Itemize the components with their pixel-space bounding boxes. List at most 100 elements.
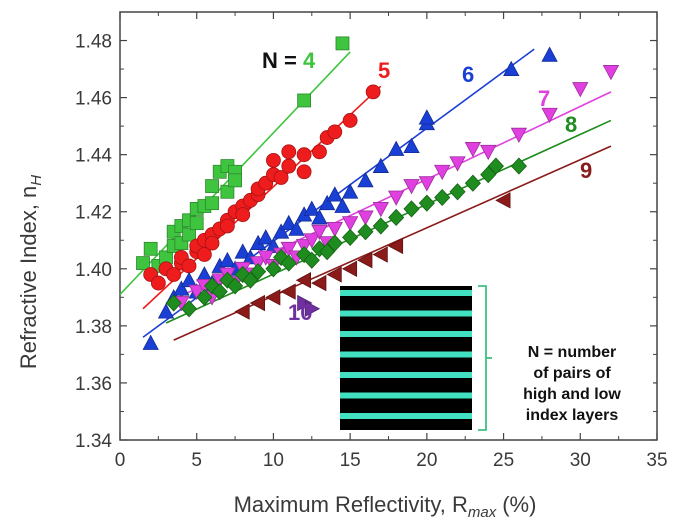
layer-stripe-2 [340,331,472,337]
y-tick-label-0: 1.34 [75,431,112,452]
point-series-2-1 [157,303,175,319]
point-series-3-22 [372,201,389,218]
layer-stripe-4 [340,372,472,378]
point-series-5-5 [311,274,327,292]
point-series-5-7 [341,260,358,277]
point-series-1-33 [342,113,358,128]
point-series-5-10 [387,237,404,255]
point-series-1-15 [219,218,235,234]
layer-stripe-0 [340,290,472,296]
x-axis-title: Maximum Reflectivity, Rmax (%) [234,492,537,521]
point-series-0-16 [220,184,235,199]
point-series-3-1 [188,284,205,300]
point-series-0-1 [143,241,158,256]
series-label-0-prefix: N = [262,48,303,73]
point-series-4-20 [372,217,389,235]
point-series-4-27 [480,166,497,184]
series-labels-layer: N = 4 5 6 789 10 [262,48,592,325]
point-series-3-26 [434,164,451,181]
point-series-2-27 [372,157,389,173]
point-series-6-0 [297,294,313,312]
point-series-6-1 [304,300,321,317]
point-series-3-17 [311,224,328,241]
x-tick-label-4: 20 [416,450,437,471]
point-series-3-29 [480,144,497,161]
point-series-5-0 [234,303,250,320]
y-tick-label-6: 1.46 [75,89,112,110]
point-series-1-28 [296,164,312,180]
series-label-6: 10 [288,300,312,325]
point-series-4-14 [303,251,320,269]
series-label-3: 7 [538,86,550,111]
x-axis-title-main: Maximum Reflectivity, R [234,492,468,517]
point-series-4-10 [265,260,282,278]
point-series-2-4 [180,271,198,288]
point-series-3-31 [541,107,558,124]
point-series-0-8 [182,227,196,242]
point-series-5-8 [357,252,373,269]
point-series-3-19 [326,221,343,238]
point-series-3-25 [418,176,436,192]
point-series-2-9 [219,251,236,268]
point-series-3-27 [449,156,466,172]
point-series-4-9 [250,263,267,281]
legend-inset: N = number of pairs of high and low index l… [340,285,653,432]
point-series-2-11 [234,243,251,259]
point-series-1-3 [166,267,182,282]
point-series-4-17 [326,234,343,252]
x-tick-label-5: 25 [493,450,514,471]
x-tick-label-0: 0 [115,450,126,471]
point-series-2-21 [311,209,328,225]
point-series-2-3 [173,280,190,296]
point-series-2-0 [142,334,159,350]
point-series-4-25 [449,183,466,201]
legend-line-3: index layers [526,407,619,424]
series-label-0-number: 4 [303,48,316,73]
point-series-4-22 [403,200,420,218]
point-series-2-33 [541,46,558,62]
y-axis-title-sub: H [28,175,45,186]
point-series-4-6 [227,277,244,295]
point-series-2-22 [318,194,336,211]
legend-line-0: N = number [528,344,616,361]
y-axis-title-main: Refractive Index, n [16,186,41,369]
legend-line-1: of pairs of [533,365,611,382]
point-series-2-24 [334,197,351,213]
point-series-5-4 [295,272,312,289]
point-series-2-31 [418,109,436,125]
point-series-3-13 [280,241,297,258]
layer-stripe-6 [340,413,472,419]
point-series-4-1 [180,300,198,318]
point-series-2-25 [341,183,359,199]
point-series-3-16 [303,233,320,249]
point-series-3-32 [572,82,589,98]
point-series-4-29 [510,157,527,175]
point-series-0-20 [297,93,312,108]
fit-line-series-4 [165,119,612,324]
y-tick-label-7: 1.48 [75,32,112,53]
point-series-1-25 [273,170,289,185]
point-series-2-6 [196,266,213,282]
point-series-1-32 [327,124,343,140]
y-tick-label-5: 1.44 [75,146,112,167]
point-series-0-14 [205,179,219,193]
x-axis-title-unit: (%) [502,492,536,517]
point-series-3-24 [403,179,420,195]
layer-stack-box [340,286,472,430]
y-tick-label-4: 1.42 [75,203,112,224]
point-series-0-21 [335,36,350,51]
point-series-4-4 [211,283,228,301]
point-series-4-19 [357,223,374,241]
point-series-1-18 [235,207,251,222]
point-series-2-14 [257,229,274,245]
point-series-4-26 [464,174,481,192]
point-series-2-16 [272,223,290,239]
layer-stripe-1 [340,310,472,317]
point-series-4-23 [418,194,435,212]
series-label-1: 5 [378,58,390,83]
layer-stripe-3 [340,351,472,358]
point-series-5-1 [249,294,265,312]
axis-ticks-layer: 0 5 10 15 20 25 30 35 1.34 1.36 1.38 1.40 1.42 1.44 1.… [75,11,668,471]
point-series-3-23 [388,190,405,206]
point-series-2-17 [280,214,297,231]
